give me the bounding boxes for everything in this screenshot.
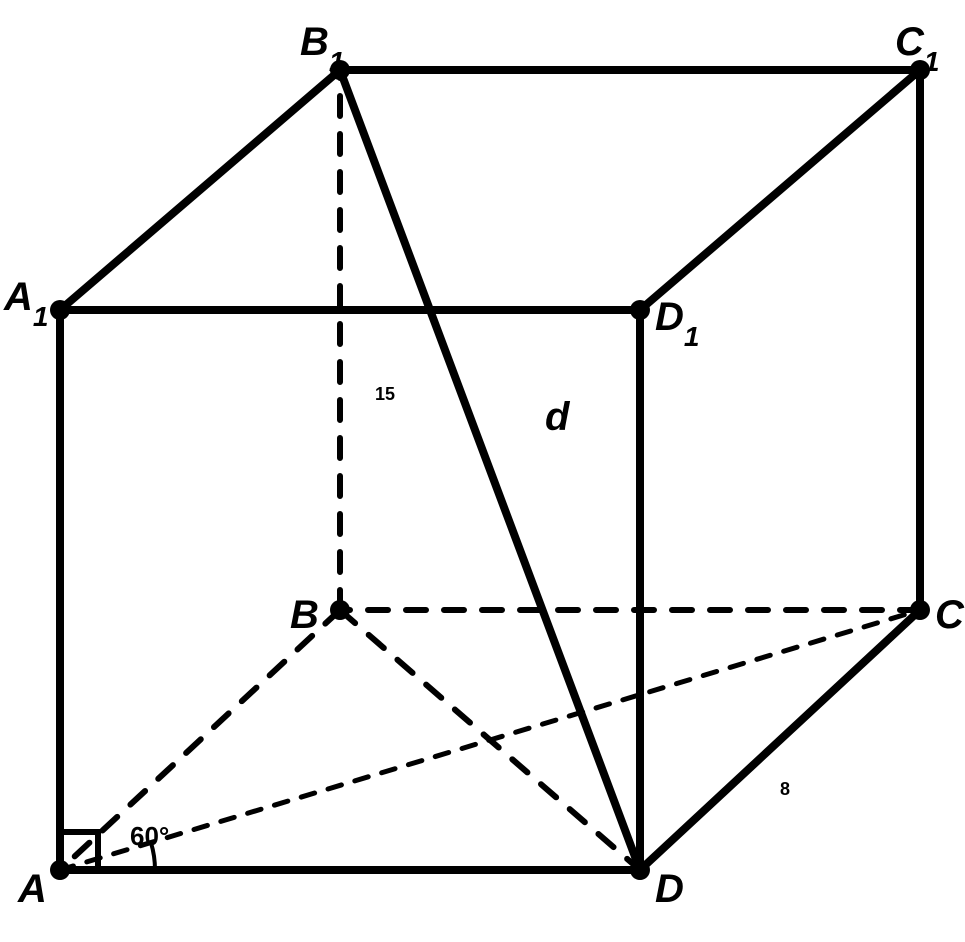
annotation-3: 60° [130, 821, 169, 851]
label-A: A [17, 867, 47, 911]
edge-B-A [60, 610, 340, 870]
label-C: C [935, 593, 965, 637]
edge-A-C [60, 610, 920, 870]
vertex-B [330, 600, 350, 620]
annotation-2: 8 [780, 779, 790, 799]
edges [60, 70, 920, 870]
annotation-1: 15 [375, 384, 395, 404]
label-D1: D1 [655, 295, 699, 352]
label-D: D [655, 867, 684, 911]
vertex-A [50, 860, 70, 880]
edge-B1-D [340, 70, 640, 870]
vertex-A1 [50, 300, 70, 320]
label-A1: A1 [3, 275, 48, 332]
edge-B1-A1 [60, 70, 340, 310]
label-B: B [290, 593, 319, 637]
vertex-C [910, 600, 930, 620]
prism-diagram: ADCBA1D1C1B1d15860° [0, 0, 965, 942]
extra-labels: d 15 8 60° [130, 384, 790, 851]
edge-D-C [640, 610, 920, 870]
edge-D1-C1 [640, 70, 920, 310]
annotation-0: d [545, 395, 571, 439]
vertex-D1 [630, 300, 650, 320]
label-B1: B1 [300, 20, 344, 77]
vertex-D [630, 860, 650, 880]
